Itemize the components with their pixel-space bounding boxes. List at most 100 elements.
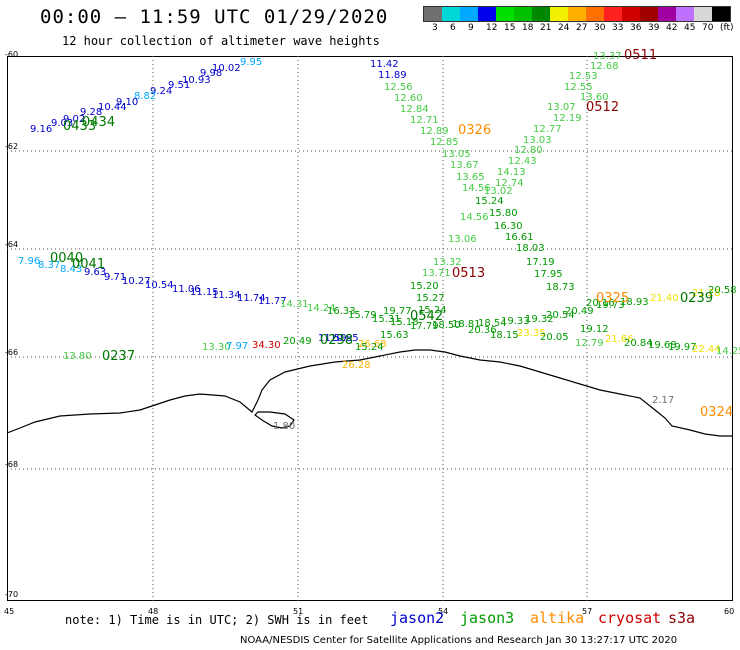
legend-swatch <box>568 7 586 21</box>
wave-height-label: 13.80 <box>63 351 92 362</box>
legend-label: 24 <box>558 23 570 33</box>
legend-label: 36 <box>630 23 642 33</box>
wave-height-label: 26.68 <box>358 339 387 350</box>
wave-height-label: 21.28 <box>692 288 721 299</box>
wave-height-label: 13.05 <box>442 149 471 160</box>
wave-height-label: 17.79 <box>410 321 439 332</box>
satellite-legend-entry: cryosat <box>598 609 662 627</box>
wave-height-label: 9.28 <box>80 107 103 118</box>
wave-height-label: 13.67 <box>450 160 479 171</box>
wave-height-label: 11.89 <box>378 70 407 81</box>
wave-height-label: 21.40 <box>650 293 679 304</box>
wave-height-label: 9.51 <box>168 80 191 91</box>
wave-height-label: 12.55 <box>564 82 593 93</box>
wave-height-label: 13.06 <box>448 234 477 245</box>
wave-height-label: 15.24 <box>475 196 504 207</box>
wave-height-label: 18.15 <box>490 330 519 341</box>
wave-height-label: 20.16 <box>586 298 615 309</box>
legend-swatch <box>442 7 460 21</box>
wave-height-label: 10.54 <box>145 280 174 291</box>
wave-height-label: 15.18 <box>390 317 419 328</box>
legend-label: 42 <box>666 23 678 33</box>
latitude-label: -60 <box>5 50 19 59</box>
pass-time-label: 0237 <box>102 349 136 364</box>
wave-height-label: 26.28 <box>342 360 371 371</box>
pass-time-label: 0238 <box>320 333 354 348</box>
pass-time-label: 0512 <box>586 100 620 115</box>
satellite-legend-entry: altika <box>530 609 585 627</box>
wave-height-label: 14.25 <box>716 346 740 357</box>
legend-swatch <box>514 7 532 21</box>
legend-label: 33 <box>612 23 624 33</box>
wave-height-label: 11.59 <box>318 333 347 344</box>
wave-height-label: 13.32 <box>433 257 462 268</box>
legend-swatch <box>622 7 640 21</box>
wave-height-label: 19.77 <box>383 306 412 317</box>
wave-height-label: 9.95 <box>240 57 263 68</box>
wave-height-label: 12.68 <box>590 61 619 72</box>
antarctic-coastline <box>6 349 733 437</box>
pass-time-label: 0542 <box>410 309 444 324</box>
wave-height-label: 8.43 <box>60 264 83 275</box>
wave-height-label: 2.17 <box>652 395 675 406</box>
map-title: 00:00 – 11:59 UTC 01/29/2020 <box>40 6 389 28</box>
wave-height-label: 9.98 <box>200 68 223 79</box>
legend-swatch <box>640 7 658 21</box>
legend-swatch <box>532 7 550 21</box>
latitude-label: -62 <box>5 142 19 151</box>
wave-height-label: 15.79 <box>348 310 377 321</box>
wave-height-label: 10.02 <box>212 63 241 74</box>
legend-label: 70 <box>702 23 714 33</box>
wave-height-label: 7.96 <box>18 256 41 267</box>
wave-height-label: 12.79 <box>575 338 604 349</box>
legend-swatch <box>424 7 442 21</box>
wave-height-label: 14.24 <box>307 303 336 314</box>
latitude-label: -66 <box>5 348 19 357</box>
pass-time-label: 0325 <box>596 291 630 306</box>
longitude-label: 51 <box>293 607 304 616</box>
wave-height-label: 10.93 <box>182 75 211 86</box>
credit-footer: NOAA/NESDIS Center for Satellite Applica… <box>240 635 678 646</box>
wave-height-label: 17.95 <box>534 269 563 280</box>
legend-swatch <box>676 7 694 21</box>
wave-height-label: 16.61 <box>505 232 534 243</box>
wave-height-label: 13.65 <box>456 172 485 183</box>
wave-height-label: 19.73 <box>596 300 625 311</box>
satellite-legend-entry: jason2 <box>390 609 445 627</box>
wave-height-label: 20.05 <box>540 332 569 343</box>
wave-height-label: 15.80 <box>489 208 518 219</box>
wave-height-label: 18.73 <box>546 282 575 293</box>
legend-swatch <box>550 7 568 21</box>
wave-height-label: 14.56 <box>462 183 491 194</box>
wave-height-label: 13.37 <box>593 51 622 62</box>
wave-height-label: 15.31 <box>372 314 401 325</box>
wave-height-label: 20.58 <box>708 285 737 296</box>
wave-height-label: 8.82 <box>134 91 157 102</box>
latitude-label: -68 <box>5 460 19 469</box>
longitude-label: 45 <box>4 607 15 616</box>
legend-label: 21 <box>540 23 552 33</box>
wave-height-label: 19.12 <box>580 324 609 335</box>
legend-swatch <box>604 7 622 21</box>
wave-height-label: 11.15 <box>190 287 219 298</box>
wave-height-label: 20.54 <box>546 310 575 321</box>
pass-time-label: 0239 <box>680 291 714 306</box>
legend-label: 30 <box>594 23 606 33</box>
wave-height-label: 20.84 <box>624 338 653 349</box>
legend-label: 9 <box>468 23 474 33</box>
wave-height-label: 12.89 <box>420 126 449 137</box>
wave-height-label: 12.43 <box>508 156 537 167</box>
wave-height-label: 12.53 <box>569 71 598 82</box>
legend-swatch <box>496 7 514 21</box>
legend-label: 3 <box>432 23 438 33</box>
legend-swatch <box>586 7 604 21</box>
satellite-legend-entry: s3a <box>668 609 696 627</box>
wave-height-label: 12.56 <box>384 82 413 93</box>
longitude-label: 57 <box>582 607 593 616</box>
units-note: note: 1) Time is in UTC; 2) SWH is in fe… <box>65 613 369 627</box>
wave-height-label: 14.56 <box>460 212 489 223</box>
wave-height-label: 14.31 <box>280 299 309 310</box>
wave-height-label: 18.54 <box>478 318 507 329</box>
wave-height-label: 7.97 <box>226 341 249 352</box>
wave-height-label: 21.66 <box>605 334 634 345</box>
